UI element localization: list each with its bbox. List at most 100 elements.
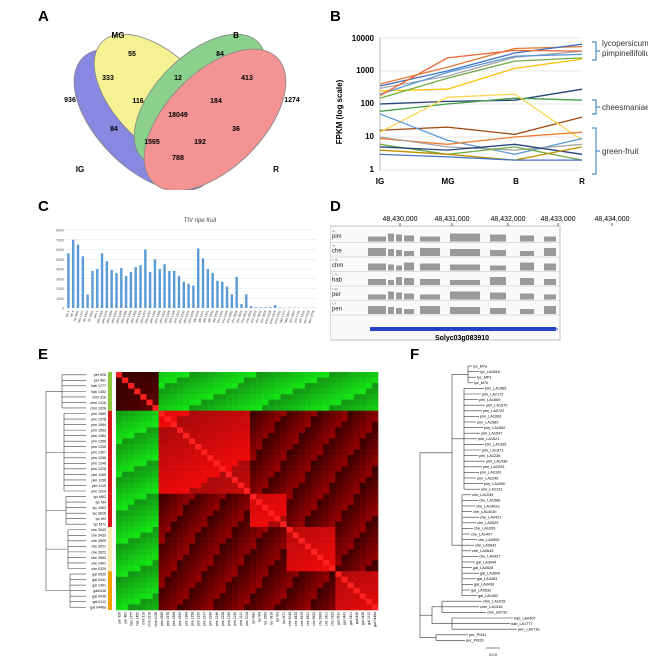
- heatmap-cell: [176, 410, 184, 417]
- heatmap-cell: [365, 427, 373, 434]
- heatmap-cell: [371, 421, 379, 428]
- heatmap-cell: [274, 427, 281, 434]
- heatmap-cell: [310, 571, 318, 578]
- coverage-block: [520, 251, 534, 256]
- chart-c-xtick: gal 1041: [197, 310, 205, 323]
- heatmap-cell: [158, 576, 166, 583]
- heatmap-cell: [170, 432, 178, 439]
- heatmap-cell: [207, 471, 214, 478]
- heatmap-cell: [122, 466, 129, 472]
- heatmap-cell: [304, 377, 312, 384]
- heatmap-cell: [195, 455, 202, 461]
- heatmap-cell: [134, 593, 141, 600]
- heatmap-cell: [189, 515, 196, 522]
- heatmap-cell: [201, 538, 208, 544]
- heatmap-cell: [158, 443, 166, 450]
- heatmap-cell: [280, 576, 287, 583]
- heatmap-cell: [195, 443, 202, 450]
- heatmap-cell: [371, 571, 379, 578]
- heatmap-cell: [158, 504, 166, 511]
- heatmap-cell: [134, 549, 141, 555]
- heatmap-cell: [323, 598, 330, 605]
- heatmap-cell: [335, 477, 342, 483]
- heatmap-cell: [256, 477, 263, 483]
- tree-leaf-label: pim_LA1589: [477, 420, 498, 424]
- heatmap-cell: [274, 488, 281, 495]
- heatmap-cell: [304, 582, 312, 589]
- heatmap-cell: [164, 499, 172, 506]
- heatmap-cell: [304, 571, 312, 578]
- heatmap-cell: [164, 521, 172, 528]
- heatmap-cell: [298, 482, 306, 489]
- heatmap-cell: [365, 372, 373, 378]
- coverage-block: [388, 291, 394, 300]
- heatmap-cell: [134, 576, 141, 583]
- heatmap-cell: [128, 388, 135, 395]
- heatmap-cell: [298, 560, 306, 567]
- heatmap-cell: [250, 410, 257, 417]
- heatmap-cell: [317, 471, 324, 478]
- heatmap-cell: [341, 394, 348, 400]
- heatmap-cell: [353, 576, 361, 583]
- coverage-block: [388, 249, 394, 256]
- heatmap-cell: [219, 576, 226, 583]
- heatmap-cell: [237, 521, 245, 528]
- heatmap-cell: [152, 549, 159, 555]
- venn-count: 84: [110, 126, 118, 133]
- heatmap-cell: [146, 377, 153, 384]
- heatmap-row-label: pim 1246: [91, 462, 106, 466]
- heatmap-cell: [292, 377, 300, 384]
- heatmap-cell: [176, 460, 184, 467]
- heatmap-cell: [128, 394, 135, 400]
- heatmap-cell: [152, 604, 159, 611]
- heatmap-cell: [329, 549, 336, 555]
- heatmap-cell: [134, 482, 141, 489]
- heatmap-cell: [237, 510, 245, 517]
- heatmap-cell: [237, 372, 245, 378]
- heatmap-cell: [134, 488, 141, 495]
- heatmap-cell: [201, 427, 208, 434]
- heatmap-cell: [243, 471, 251, 478]
- heatmap-cell: [140, 493, 147, 500]
- heatmap-cell: [274, 504, 281, 511]
- heatmap-cell: [329, 554, 336, 561]
- heatmap-cell: [176, 383, 184, 389]
- heatmap-cell: [365, 383, 373, 389]
- heatmap-cell: [158, 587, 166, 594]
- heatmap-cell: [323, 504, 330, 511]
- heatmap-cell: [292, 571, 300, 578]
- heatmap-cell: [304, 488, 312, 495]
- heatmap-cell: [128, 598, 135, 605]
- heatmap-cell: [371, 598, 379, 605]
- heatmap-cell: [183, 460, 190, 467]
- heatmap-cell: [335, 432, 342, 439]
- heatmap-cell: [329, 410, 336, 417]
- heatmap-cell: [231, 394, 239, 400]
- heatmap-cell: [152, 416, 159, 423]
- heatmap-cell: [213, 416, 220, 423]
- heatmap-cell: [335, 543, 342, 550]
- heatmap-cell: [365, 604, 373, 611]
- heatmap-cell: [298, 538, 306, 544]
- coverage-block: [388, 307, 394, 314]
- heatmap-cell: [353, 598, 361, 605]
- heatmap-cell: [329, 388, 336, 395]
- chart-c-xtick: pim 1189: [163, 310, 171, 324]
- heatmap-cell: [274, 449, 281, 456]
- coverage-block: [490, 265, 506, 271]
- heatmap-cell: [347, 587, 354, 594]
- heatmap-cell: [170, 438, 178, 445]
- chart-c-ytick: 3000: [56, 277, 64, 281]
- heatmap-cell: [231, 526, 239, 533]
- coverage-block: [420, 236, 440, 242]
- heatmap-col-label: che 3922: [312, 612, 316, 626]
- heatmap-col-label: che 3921: [306, 612, 310, 626]
- heatmap-cell: [371, 449, 379, 456]
- heatmap-cell: [329, 532, 336, 539]
- heatmap-cell: [207, 576, 214, 583]
- heatmap-cell: [231, 554, 239, 561]
- heatmap-cell: [365, 593, 373, 600]
- heatmap-cell: [158, 421, 166, 428]
- chart-c-xtick: pim 1228: [158, 310, 166, 324]
- heatmap-cell: [213, 598, 220, 605]
